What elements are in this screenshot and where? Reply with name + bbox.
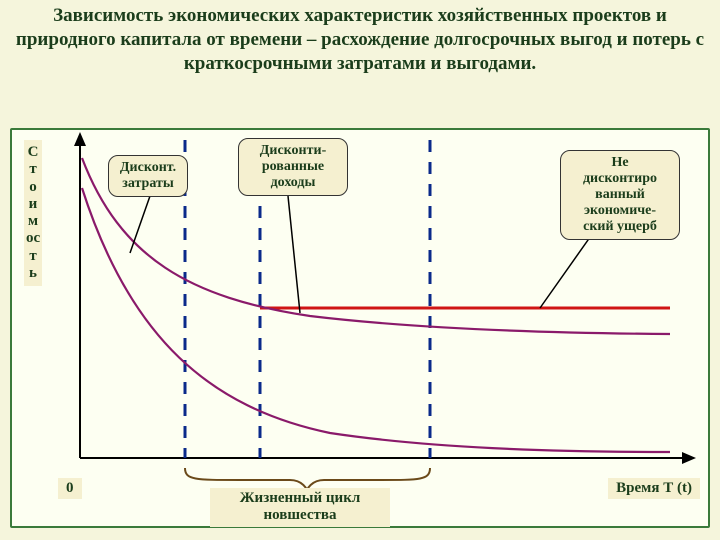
callout-discounted-income-text: Дисконти- рованные доходы [260, 143, 326, 190]
lifecycle-label: Жизненный цикл новшества [210, 488, 390, 527]
origin-label: 0 [58, 478, 82, 499]
x-axis-label: Время Т (t) [608, 478, 700, 499]
lifecycle-label-text: Жизненный цикл новшества [240, 490, 361, 523]
callout-undiscounted-damage: Не дисконтиро ванный экономиче- ский уще… [560, 150, 680, 240]
slide-title: Зависимость экономических характеристик … [10, 4, 710, 75]
slide: Зависимость экономических характеристик … [0, 0, 720, 540]
y-axis-label: С т о и м ос т ь [24, 140, 42, 286]
callout-discount-costs: Дисконт. затраты [108, 155, 188, 197]
callout-discounted-income: Дисконти- рованные доходы [238, 138, 348, 196]
callout-discount-costs-text: Дисконт. затраты [120, 160, 176, 191]
y-axis-label-text: С т о и м ос т ь [26, 144, 40, 281]
callout-undiscounted-damage-text: Не дисконтиро ванный экономиче- ский уще… [583, 155, 657, 234]
